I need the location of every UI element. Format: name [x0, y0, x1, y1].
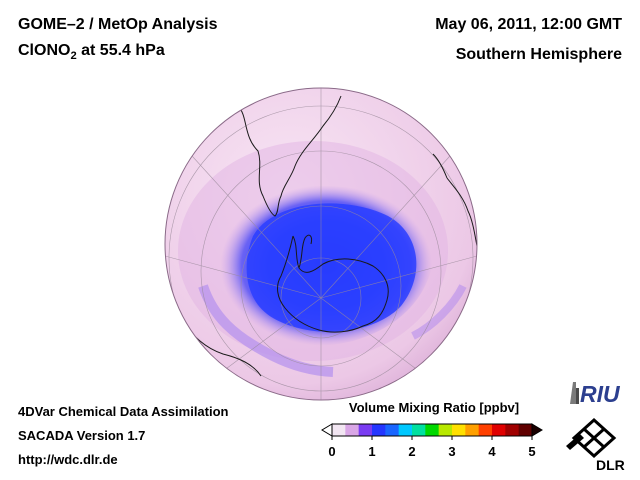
dlr-logo-text: DLR	[596, 457, 625, 473]
colorbar-frame	[331, 423, 533, 437]
colorbar-title: Volume Mixing Ratio [ppbv]	[349, 400, 519, 415]
globe-map	[164, 87, 478, 401]
species-level: at 55.4 hPa	[76, 42, 165, 59]
colorbar-tick-label: 1	[368, 444, 375, 459]
colorbar-band	[332, 424, 346, 436]
colorbar-tick-label: 3	[448, 444, 455, 459]
colorbar-band	[518, 424, 533, 436]
species-name: ClONO	[18, 42, 71, 59]
species-title: ClONO2 at 55.4 hPa	[18, 42, 165, 62]
colorbar: Volume Mixing Ratio [ppbv] 0 1 2 3 4 5	[321, 400, 543, 459]
colorbar-tick-label: 5	[528, 444, 535, 459]
date-label: May 06, 2011, 12:00 GMT	[435, 16, 622, 33]
colorbar-min-arrow	[321, 423, 333, 437]
footer-line-1: 4DVar Chemical Data Assimilation	[18, 404, 229, 419]
colorbar-tick-label: 0	[328, 444, 335, 459]
colorbar-band	[465, 424, 480, 436]
dlr-logo: DLR	[566, 417, 625, 473]
colorbar-max-arrow	[531, 423, 543, 437]
species-subscript: 2	[70, 50, 77, 63]
footer-line-2: SACADA Version 1.7	[18, 428, 146, 443]
globe-outline	[164, 87, 478, 401]
colorbar-tick-label: 4	[488, 444, 496, 459]
riu-logo-text: RIU	[580, 381, 621, 407]
colorbar-band	[492, 424, 506, 436]
colorbar-band	[412, 424, 426, 436]
colorbar-band	[358, 424, 373, 436]
hemisphere-label: Southern Hemisphere	[455, 46, 622, 63]
colorbar-band	[505, 424, 520, 436]
graticule	[165, 88, 477, 400]
colorbar-band	[372, 424, 386, 436]
colorbar-band	[425, 424, 440, 436]
colorbar-band	[438, 424, 453, 436]
colorbar-band	[452, 424, 466, 436]
colorbar-tick-label: 2	[408, 444, 415, 459]
riu-logo: RIU	[570, 381, 621, 407]
title-line-1: GOME–2 / MetOp Analysis	[18, 16, 218, 33]
colorbar-band	[478, 424, 493, 436]
colorbar-band	[398, 424, 413, 436]
colorbar-band	[385, 424, 400, 436]
footer-line-3: http://wdc.dlr.de	[18, 452, 118, 467]
colorbar-band	[345, 424, 360, 436]
